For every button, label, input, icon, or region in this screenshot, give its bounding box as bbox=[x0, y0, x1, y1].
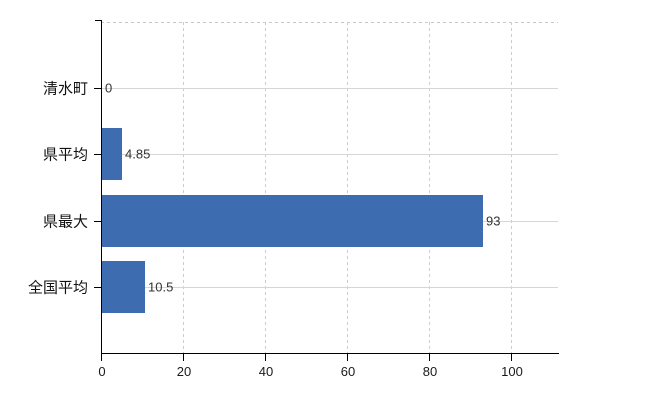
bar-value-label: 0 bbox=[105, 80, 113, 96]
vertical-gridline bbox=[183, 22, 184, 353]
y-axis-tick bbox=[94, 154, 101, 155]
category-label: 全国平均 bbox=[27, 279, 88, 297]
x-axis-tick bbox=[347, 354, 348, 361]
x-tick-label: 0 bbox=[98, 364, 106, 379]
category-gridline bbox=[101, 287, 558, 288]
x-tick-label: 60 bbox=[340, 364, 356, 379]
bar-value-label: 93 bbox=[486, 213, 501, 229]
bar bbox=[102, 195, 483, 247]
category-label: 清水町 bbox=[42, 80, 88, 98]
y-axis-line bbox=[101, 20, 102, 353]
vertical-gridline bbox=[265, 22, 266, 353]
x-tick-label: 40 bbox=[258, 364, 274, 379]
x-axis-line bbox=[101, 353, 559, 354]
vertical-gridline bbox=[347, 22, 348, 353]
y-axis-tick bbox=[94, 221, 101, 222]
bar-value-label: 4.85 bbox=[125, 146, 151, 162]
x-tick-label: 80 bbox=[422, 364, 438, 379]
x-axis-tick bbox=[429, 354, 430, 361]
x-axis-tick bbox=[265, 354, 266, 361]
x-tick-label: 20 bbox=[176, 364, 192, 379]
plot-top-border bbox=[101, 22, 558, 23]
category-gridline bbox=[101, 88, 558, 89]
y-axis-tick bbox=[94, 287, 101, 288]
x-axis-tick bbox=[511, 354, 512, 361]
category-gridline bbox=[101, 154, 558, 155]
bar-value-label: 10.5 bbox=[148, 279, 174, 295]
category-label: 県平均 bbox=[42, 146, 88, 164]
y-axis-end-tick bbox=[95, 20, 101, 21]
x-tick-label: 100 bbox=[501, 364, 523, 379]
x-axis-tick bbox=[183, 354, 184, 361]
category-label: 県最大 bbox=[42, 213, 88, 231]
y-axis-tick bbox=[94, 88, 101, 89]
x-axis-tick bbox=[101, 354, 102, 361]
vertical-gridline bbox=[511, 22, 512, 353]
vertical-gridline bbox=[429, 22, 430, 353]
bar bbox=[102, 261, 145, 313]
bar bbox=[102, 128, 122, 180]
